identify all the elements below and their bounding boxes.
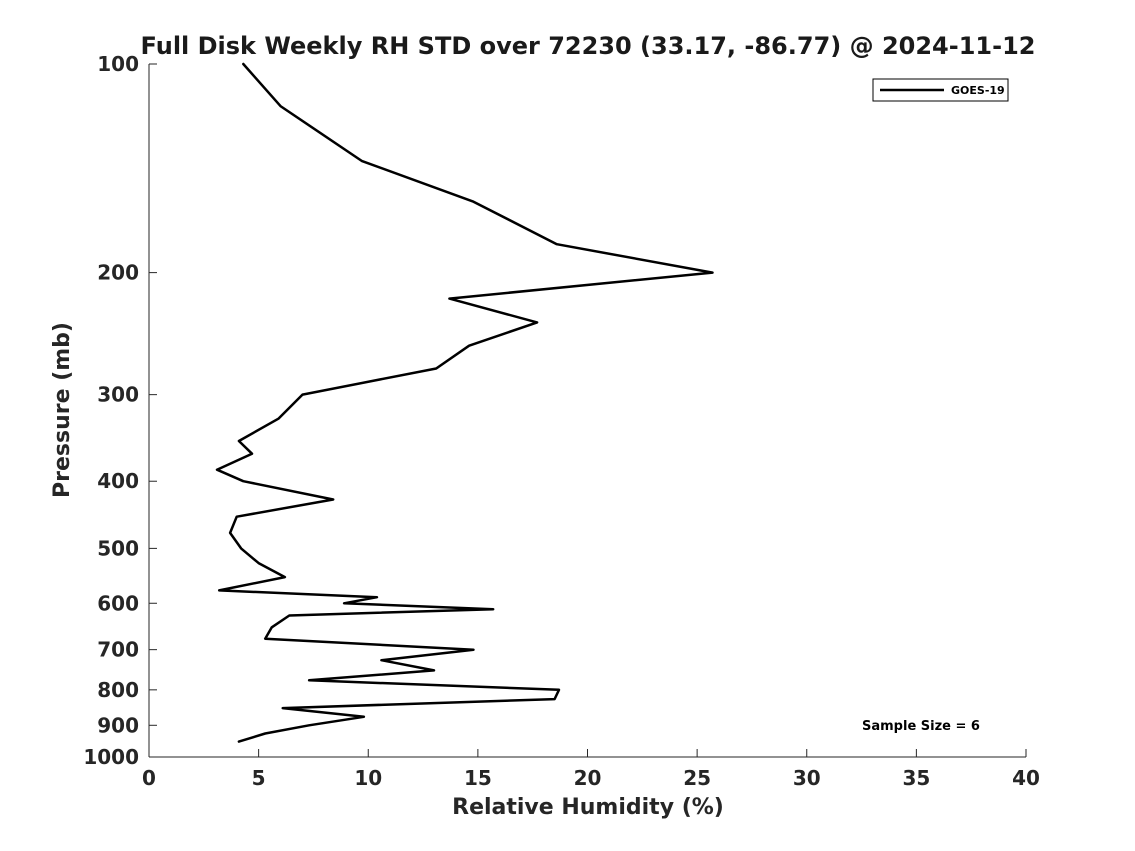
x-axis-label: Relative Humidity (%) xyxy=(452,795,724,820)
x-axis-ticks: 0 5 10 15 20 25 30 35 40 xyxy=(142,749,1040,790)
y-axis-ticks: 100 200 300 400 500 600 700 800 900 1000 xyxy=(83,52,157,769)
x-tick-label: 20 xyxy=(574,766,602,790)
series-line-goes-19 xyxy=(215,62,714,743)
chart-title: Full Disk Weekly RH STD over 72230 (33.1… xyxy=(141,32,1036,60)
x-tick-label: 30 xyxy=(793,766,821,790)
y-tick-label: 100 xyxy=(97,52,139,76)
x-tick-label: 25 xyxy=(683,766,711,790)
plot-area xyxy=(149,64,1026,757)
x-tick-label: 5 xyxy=(252,766,266,790)
y-tick-label: 1000 xyxy=(83,745,139,769)
y-tick-label: 900 xyxy=(97,713,139,737)
x-tick-label: 10 xyxy=(354,766,382,790)
x-tick-label: 0 xyxy=(142,766,156,790)
y-axis-label: Pressure (mb) xyxy=(50,322,75,498)
series-layer xyxy=(215,62,714,743)
sample-size-annotation: Sample Size = 6 xyxy=(862,719,980,734)
y-tick-label: 600 xyxy=(97,591,139,615)
y-tick-label: 500 xyxy=(97,536,139,560)
legend-label-goes-19: GOES-19 xyxy=(951,84,1005,97)
x-tick-label: 35 xyxy=(902,766,930,790)
y-tick-label: 700 xyxy=(97,638,139,662)
y-tick-label: 200 xyxy=(97,261,139,285)
y-tick-label: 800 xyxy=(97,678,139,702)
y-tick-label: 300 xyxy=(97,383,139,407)
legend: GOES-19 xyxy=(872,78,1009,102)
x-tick-label: 40 xyxy=(1012,766,1040,790)
y-tick-label: 400 xyxy=(97,469,139,493)
x-tick-label: 15 xyxy=(464,766,492,790)
